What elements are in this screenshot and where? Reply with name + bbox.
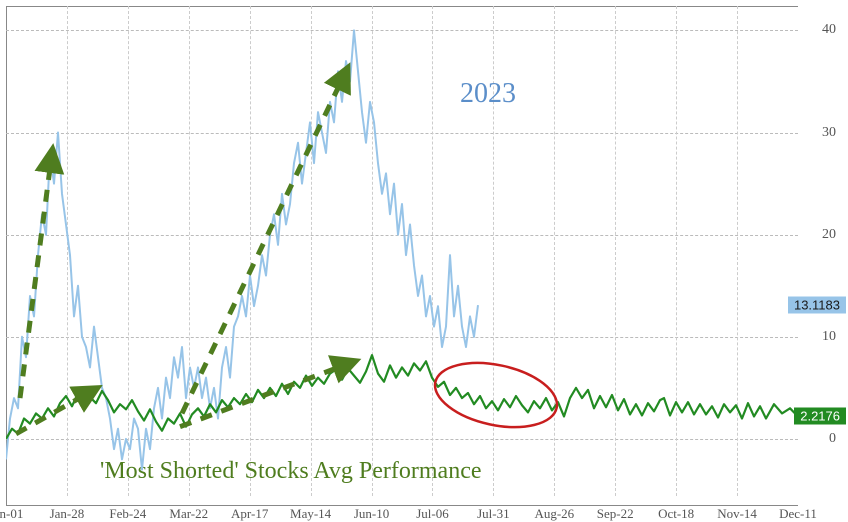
x-tick-label: Jul-31 xyxy=(477,506,510,522)
gridline-v xyxy=(737,6,738,496)
gridline-v xyxy=(189,6,190,496)
x-tick-label: Mar-22 xyxy=(169,506,208,522)
gridline-v xyxy=(67,6,68,496)
gridline-v xyxy=(554,6,555,496)
value-tag: 13.1183 xyxy=(788,296,846,313)
x-tick-label: Nov-14 xyxy=(717,506,757,522)
gridline-v xyxy=(676,6,677,496)
x-tick-label: Jul-06 xyxy=(416,506,449,522)
plot-area xyxy=(6,6,798,506)
x-tick-label: Jun-10 xyxy=(354,506,389,522)
gridline-v xyxy=(250,6,251,496)
gridline-h xyxy=(6,439,798,440)
x-tick-label: May-14 xyxy=(290,506,331,522)
gridline-h xyxy=(6,235,798,236)
gridline-v xyxy=(128,6,129,496)
gridline-h xyxy=(6,133,798,134)
gridline-v xyxy=(311,6,312,496)
value-tag: 2.2176 xyxy=(794,408,846,425)
gridline-h xyxy=(6,337,798,338)
x-tick-label: Dec-11 xyxy=(779,506,817,522)
y-tick-label: 0 xyxy=(829,431,836,447)
y-tick-label: 40 xyxy=(822,22,836,38)
x-tick-label: Sep-22 xyxy=(597,506,634,522)
x-tick-label: Jan-28 xyxy=(50,506,85,522)
gridline-h xyxy=(6,30,798,31)
y-tick-label: 10 xyxy=(822,329,836,345)
gridline-v xyxy=(615,6,616,496)
y-tick-label: 20 xyxy=(822,227,836,243)
x-tick-label: Oct-18 xyxy=(658,506,694,522)
x-tick-label: Aug-26 xyxy=(534,506,574,522)
gridline-v xyxy=(372,6,373,496)
x-tick-label: Apr-17 xyxy=(231,506,268,522)
y-tick-label: 30 xyxy=(822,125,836,141)
caption-most-shorted: 'Most Shorted' Stocks Avg Performance xyxy=(100,458,482,485)
x-tick-label: Jan-01 xyxy=(0,506,23,522)
gridline-v xyxy=(432,6,433,496)
x-tick-label: Feb-24 xyxy=(109,506,146,522)
series-label-2023: 2023 xyxy=(460,78,516,110)
